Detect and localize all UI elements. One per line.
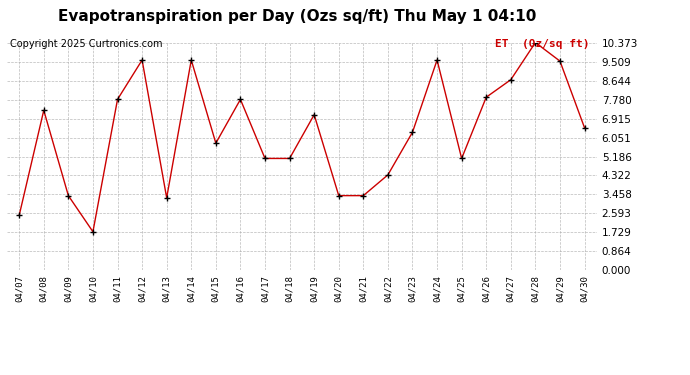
Text: Copyright 2025 Curtronics.com: Copyright 2025 Curtronics.com [10,39,163,50]
Text: ET  (Oz/sq ft): ET (Oz/sq ft) [495,39,590,50]
Text: Evapotranspiration per Day (Ozs sq/ft) Thu May 1 04:10: Evapotranspiration per Day (Ozs sq/ft) T… [57,9,536,24]
